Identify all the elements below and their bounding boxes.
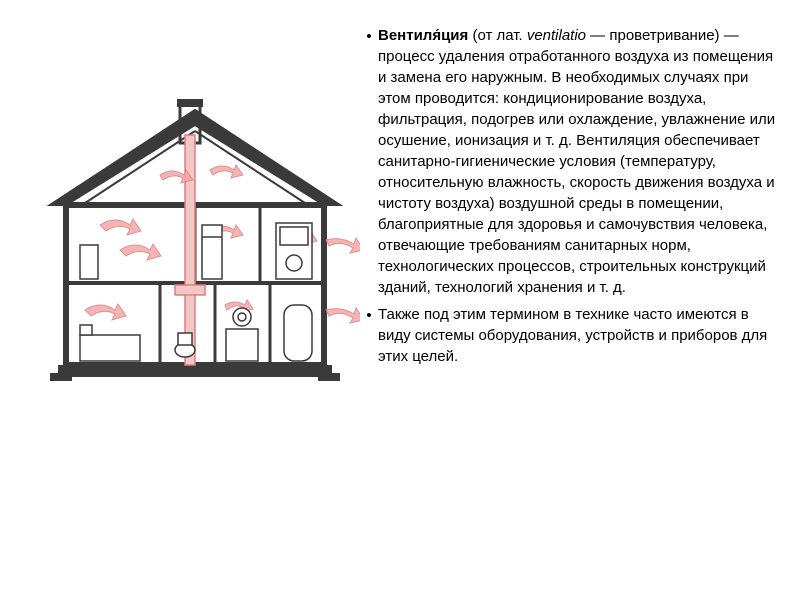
house-ventilation-diagram: [30, 95, 360, 395]
bullet-marker: •: [360, 25, 378, 298]
p1-italic: ventilatio: [527, 27, 586, 44]
definition-text-block: • Вентиля́ция (от лат. ventilatio — пров…: [360, 25, 780, 373]
p1-rest: — проветривание) — процесс удаления отра…: [378, 27, 775, 296]
house-svg: [30, 95, 360, 395]
bullet-marker: •: [360, 304, 378, 367]
bullet-paragraph-2: • Также под этим термином в технике част…: [360, 304, 780, 367]
paragraph-2-text: Также под этим термином в технике часто …: [378, 304, 780, 367]
p1a: (от лат.: [468, 27, 527, 44]
term: Вентиля́ция: [378, 27, 468, 44]
paragraph-1-text: Вентиля́ция (от лат. ventilatio — провет…: [378, 25, 780, 298]
bullet-paragraph-1: • Вентиля́ция (от лат. ventilatio — пров…: [360, 25, 780, 298]
